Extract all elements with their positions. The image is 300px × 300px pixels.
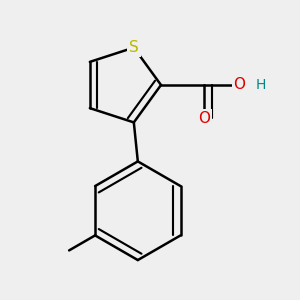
Text: S: S <box>129 40 139 55</box>
Text: O: O <box>198 111 210 126</box>
Text: H: H <box>256 78 266 92</box>
Text: O: O <box>233 77 245 92</box>
